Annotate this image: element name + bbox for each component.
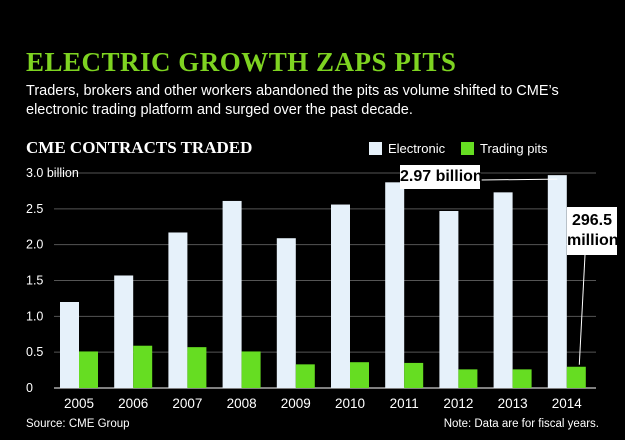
- y-tick-label: 0: [26, 381, 33, 395]
- bar-trading-pits: [566, 366, 586, 388]
- bar-trading-pits: [512, 369, 532, 388]
- bar-electronic: [331, 204, 350, 388]
- bar-electronic: [493, 192, 513, 388]
- x-tick-label: 2005: [64, 396, 94, 411]
- x-tick-label: 2011: [390, 396, 419, 411]
- callout-trading-pits-2014: 296.5 million: [567, 207, 619, 255]
- x-tick-label: 2006: [118, 396, 148, 411]
- subheadline: Traders, brokers and other workers aband…: [26, 83, 559, 118]
- legend-item-electronic: Electronic: [369, 140, 445, 156]
- bar-electronic: [276, 238, 296, 388]
- bar-trading-pits: [79, 351, 98, 388]
- legend-label-trading-pits: Trading pits: [480, 140, 548, 156]
- y-tick-label: 0.5: [26, 345, 43, 359]
- x-tick-label: 2007: [172, 396, 202, 411]
- x-tick-label: 2012: [443, 396, 473, 411]
- legend-swatch-electronic: [369, 141, 382, 155]
- bar-electronic: [439, 210, 459, 388]
- legend-swatch-trading-pits: [461, 141, 474, 155]
- bar-electronic: [385, 182, 405, 388]
- bar-electronic: [222, 200, 242, 388]
- y-tick-label: 1.0: [26, 309, 43, 323]
- x-tick-label: 2008: [227, 396, 257, 411]
- callout-pits-unit: million: [567, 232, 619, 249]
- bar-trading-pits: [404, 362, 424, 388]
- legend-item-trading-pits: Trading pits: [461, 140, 547, 156]
- bar-electronic: [168, 232, 188, 388]
- bar-trading-pits: [133, 345, 153, 388]
- fiscal-year-note: Note: Data are for fiscal years.: [443, 418, 599, 430]
- x-tick-label: 2013: [498, 396, 528, 411]
- callout-electronic-2014: 2.97 billion: [400, 165, 483, 189]
- source-note: Source: CME Group: [26, 418, 130, 430]
- bar-electronic: [60, 302, 79, 388]
- chart-title: CME CONTRACTS TRADED: [26, 138, 253, 157]
- bar-trading-pits: [458, 369, 478, 388]
- y-tick-label: 3.0 billion: [26, 166, 79, 180]
- y-tick-label: 1.5: [26, 274, 43, 288]
- bar-trading-pits: [350, 362, 369, 388]
- bar-trading-pits: [241, 351, 261, 388]
- legend-label-electronic: Electronic: [388, 140, 446, 156]
- x-tick-label: 2010: [335, 396, 365, 411]
- bar-electronic: [114, 275, 134, 388]
- callout-leader-trading-pits: [578, 254, 586, 365]
- bar-electronic: [547, 175, 567, 388]
- callout-pits-value: 296.5: [571, 212, 613, 229]
- bar-trading-pits: [187, 347, 207, 388]
- y-tick-label: 2.0: [26, 238, 43, 252]
- y-tick-label: 2.5: [26, 202, 43, 216]
- x-tick-label: 2014: [552, 396, 583, 411]
- bar-trading-pits: [295, 364, 315, 388]
- callout-leader-electronic: [479, 178, 558, 181]
- headline: ELECTRIC GROWTH ZAPS PITS: [26, 47, 457, 77]
- x-tick-label: 2009: [281, 396, 311, 411]
